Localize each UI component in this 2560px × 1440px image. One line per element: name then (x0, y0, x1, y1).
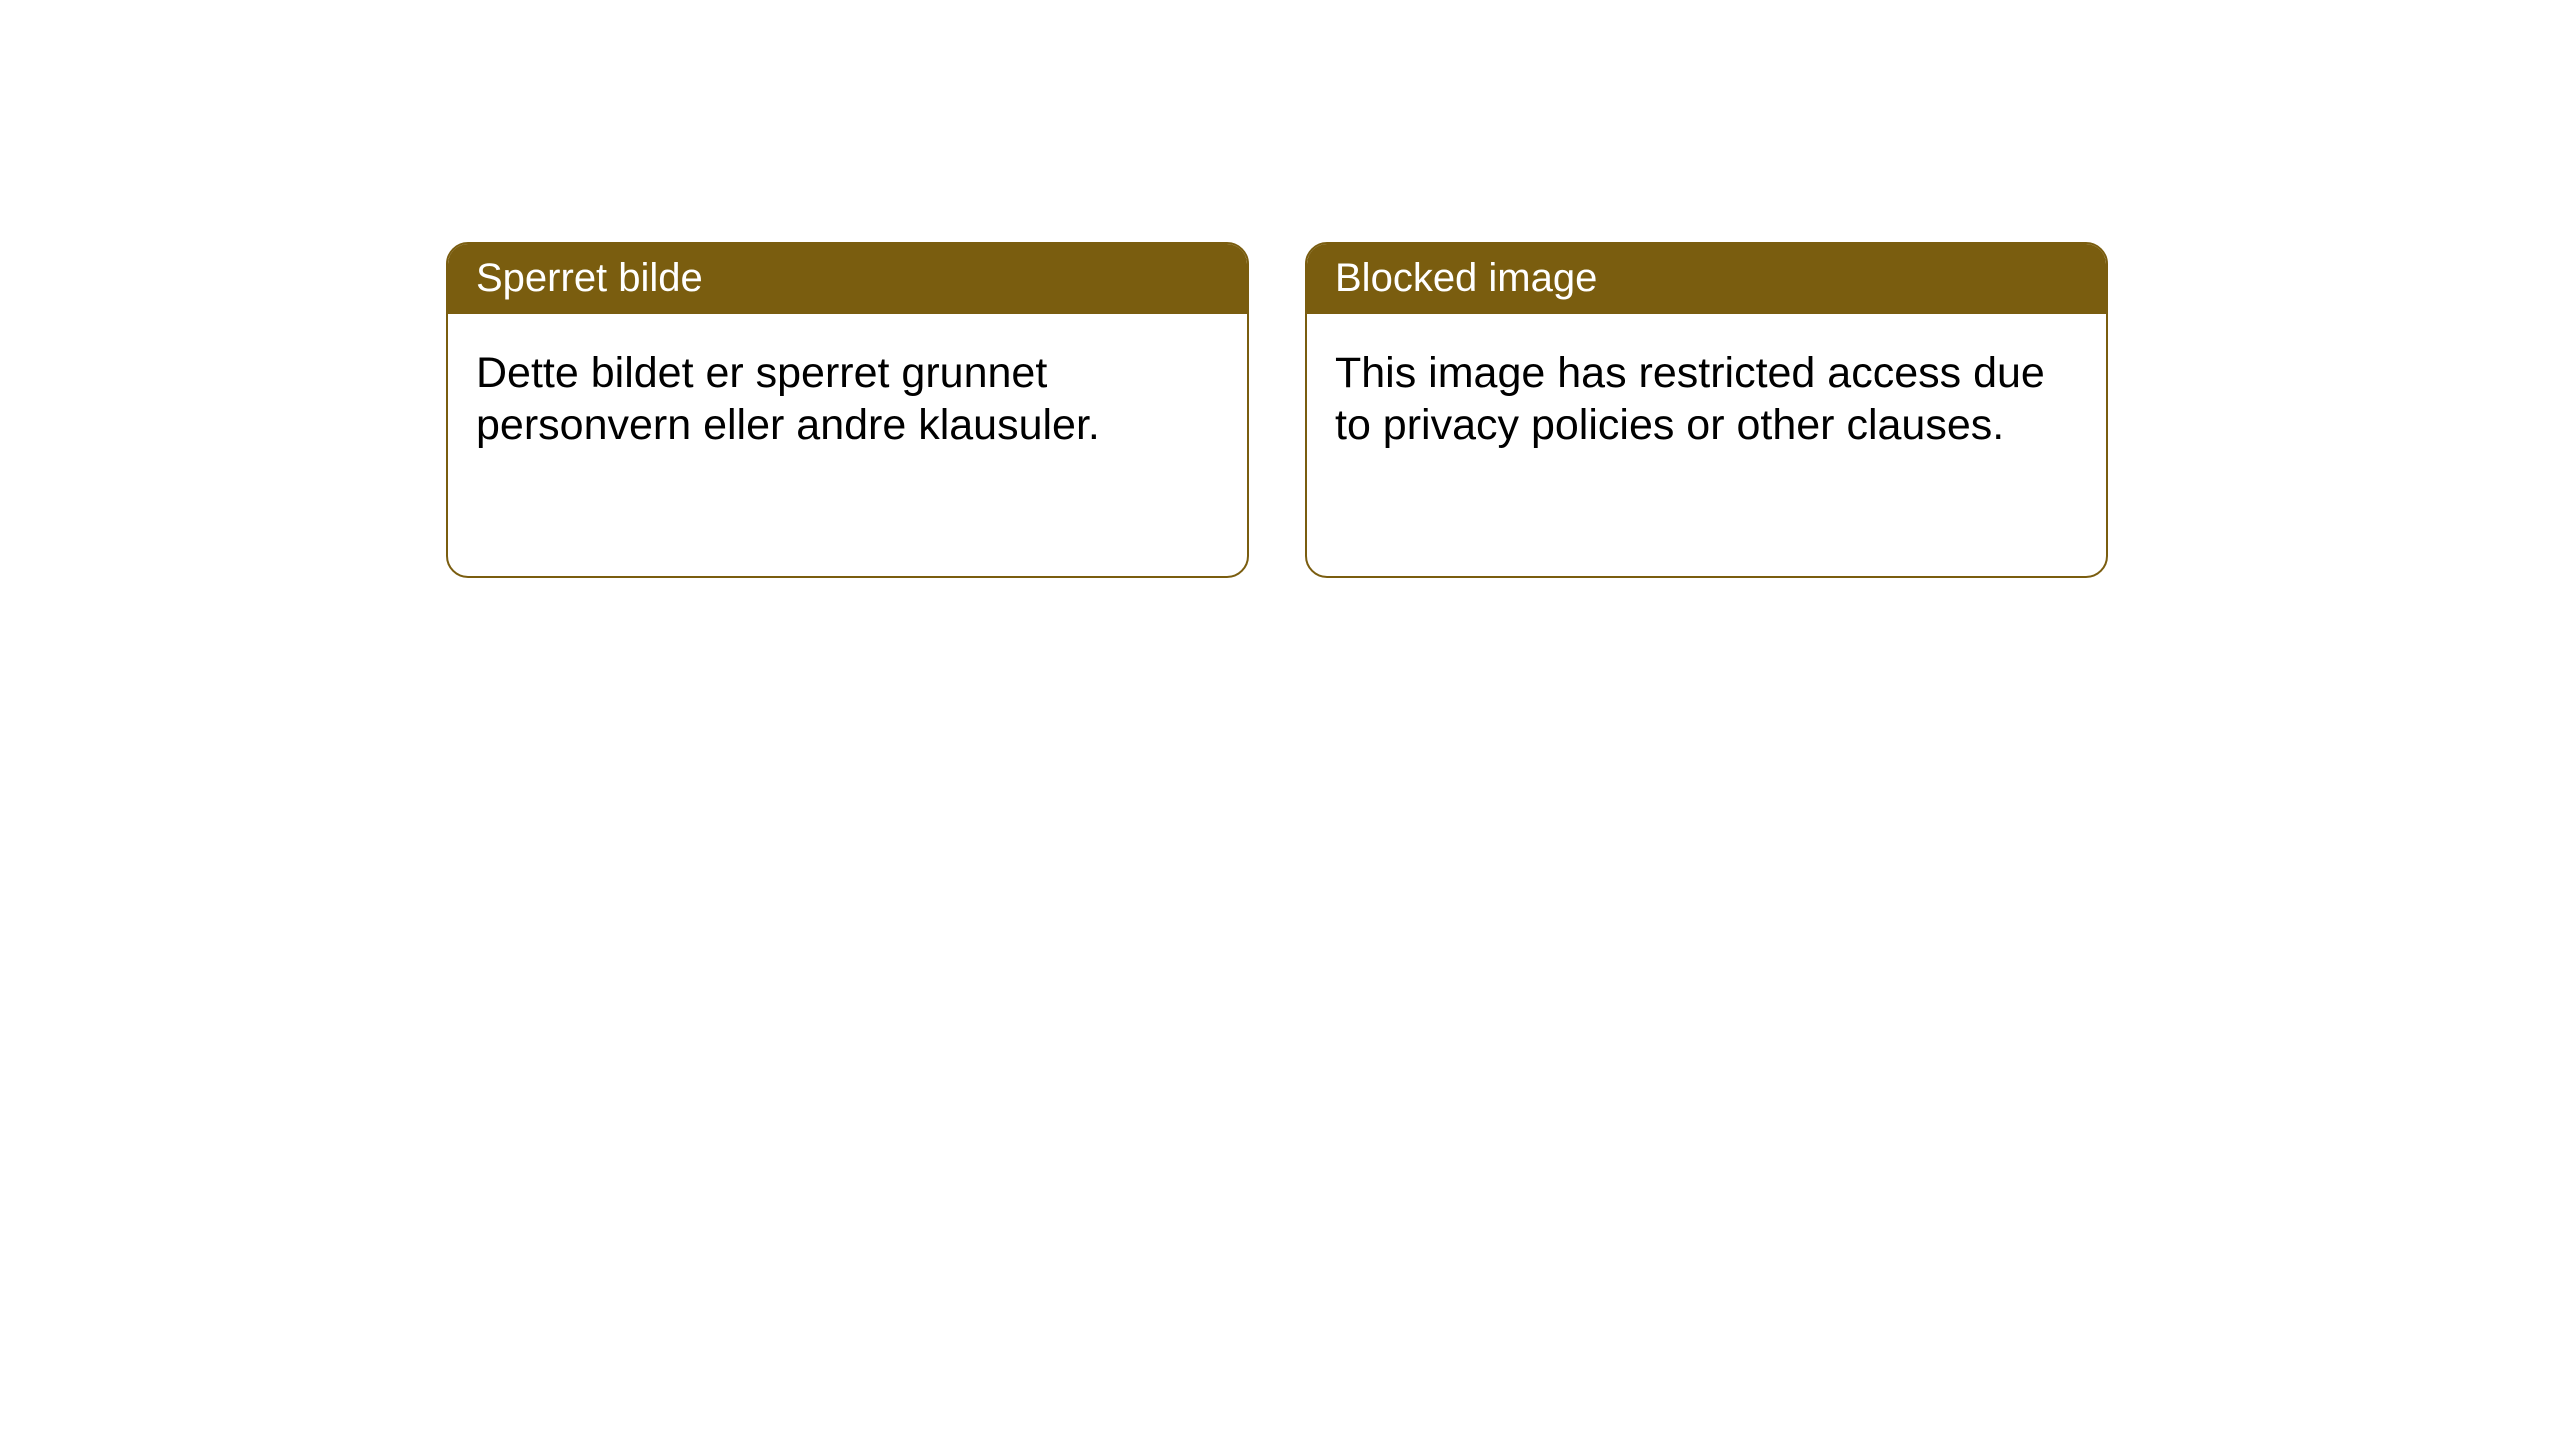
notice-box-en: Blocked image This image has restricted … (1305, 242, 2108, 578)
notice-title-en: Blocked image (1307, 244, 2106, 314)
notice-container: Sperret bilde Dette bildet er sperret gr… (446, 242, 2108, 578)
notice-body-en: This image has restricted access due to … (1307, 314, 2106, 576)
notice-body-no: Dette bildet er sperret grunnet personve… (448, 314, 1247, 576)
notice-box-no: Sperret bilde Dette bildet er sperret gr… (446, 242, 1249, 578)
notice-title-no: Sperret bilde (448, 244, 1247, 314)
